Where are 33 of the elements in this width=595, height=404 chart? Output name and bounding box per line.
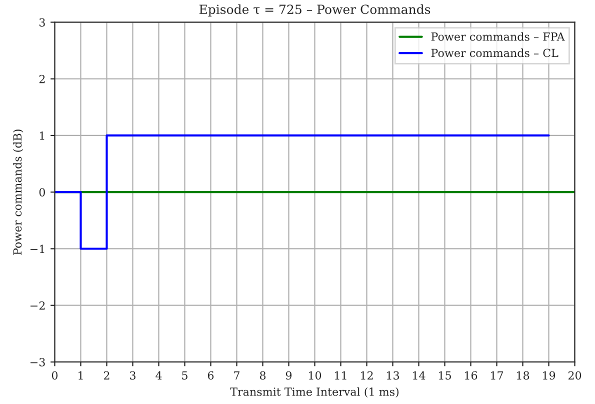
legend-label: Power commands – CL (431, 48, 558, 58)
chart-title: Episode τ = 725 – Power Commands (199, 4, 430, 16)
x-tick-label: 19 (543, 371, 556, 380)
x-tick-label: 6 (208, 371, 214, 380)
x-tick-label: 20 (568, 371, 582, 380)
x-tick-label: 18 (517, 371, 530, 380)
x-tick-label: 10 (309, 371, 322, 380)
x-tick-label: 5 (182, 371, 188, 380)
legend-label: Power commands – FPA (431, 32, 565, 41)
x-tick-label: 17 (491, 371, 504, 380)
y-tick-label: 0 (39, 188, 45, 196)
x-tick-label: 9 (286, 371, 292, 380)
x-tick-label: 4 (156, 371, 162, 380)
x-tick-label: 12 (361, 371, 373, 380)
x-tick-label: 7 (234, 371, 240, 380)
x-tick-label: 0 (52, 371, 58, 380)
y-tick-label: −2 (30, 301, 45, 310)
x-tick-label: 11 (335, 371, 346, 380)
x-tick-label: 3 (130, 371, 136, 380)
y-tick-label: −1 (30, 244, 44, 253)
y-tick-label: 1 (40, 131, 44, 140)
x-tick-label: 13 (387, 371, 400, 380)
y-axis-title: Power commands (dB) (13, 130, 24, 255)
x-tick-label: 15 (439, 371, 451, 380)
x-tick-label: 1 (78, 371, 83, 380)
x-tick-label: 16 (465, 371, 478, 380)
y-tick-label: 3 (39, 18, 45, 27)
y-tick-label: −3 (30, 358, 45, 366)
x-tick-label: 14 (413, 371, 426, 380)
x-tick-label: 8 (260, 371, 266, 380)
x-tick-label: 2 (104, 371, 110, 380)
y-tick-label: 2 (39, 74, 45, 84)
x-axis-title: Transmit Time Interval (1 ms) (230, 387, 399, 398)
